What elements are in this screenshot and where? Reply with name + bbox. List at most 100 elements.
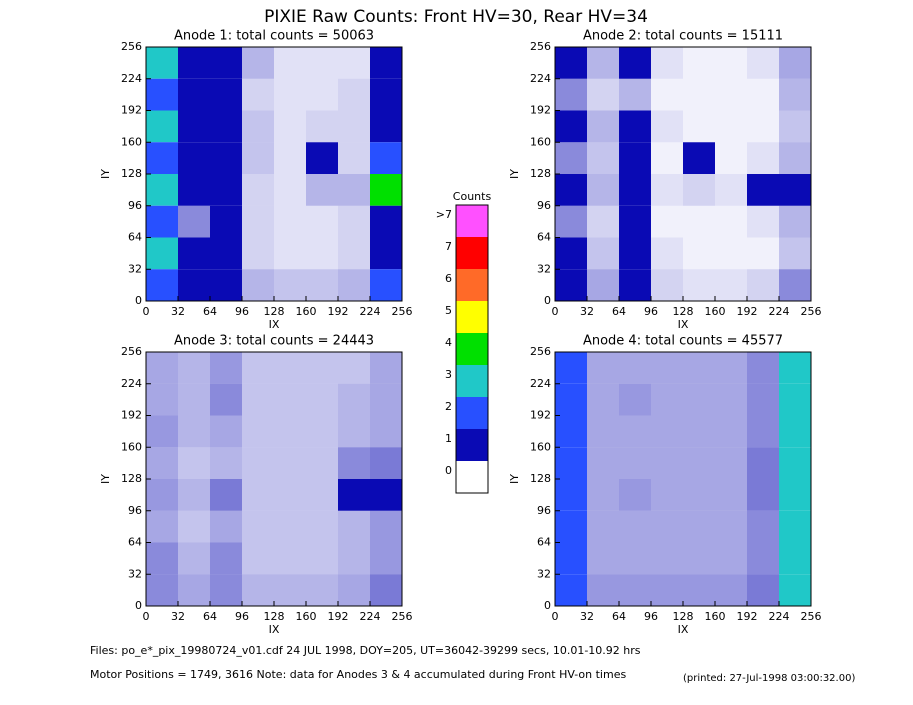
heatmap-cell bbox=[715, 237, 747, 270]
colorbar-swatch bbox=[456, 301, 488, 333]
heatmap-cell bbox=[210, 47, 242, 79]
heatmap-cell bbox=[242, 205, 274, 238]
heatmap-cell bbox=[779, 47, 811, 79]
heatmap-cell bbox=[306, 205, 338, 238]
heatmap-cell bbox=[779, 479, 811, 511]
y-tick-label: 160 bbox=[530, 135, 551, 148]
heatmap-cell bbox=[338, 447, 370, 479]
colorbar-label: 2 bbox=[445, 400, 452, 413]
heatmap-cell bbox=[178, 510, 210, 543]
y-tick-label: 96 bbox=[537, 504, 551, 517]
y-tick-label: 96 bbox=[128, 504, 142, 517]
colorbar-swatch bbox=[456, 333, 488, 365]
heatmap-cell bbox=[274, 142, 306, 174]
colorbar-label: 1 bbox=[445, 432, 452, 445]
x-tick-label: 256 bbox=[392, 610, 413, 623]
heatmap-cell bbox=[555, 269, 587, 301]
heatmap-cell bbox=[370, 574, 402, 606]
heatmap-cell bbox=[779, 110, 811, 143]
heatmap-cell bbox=[370, 447, 402, 479]
heatmap-cell bbox=[683, 542, 715, 575]
heatmap-cell bbox=[146, 447, 178, 479]
heatmap-cell bbox=[555, 447, 587, 479]
x-tick-label: 256 bbox=[392, 305, 413, 318]
x-tick-label: 128 bbox=[673, 305, 694, 318]
x-tick-label: 192 bbox=[328, 305, 349, 318]
heatmap-cell bbox=[747, 415, 779, 448]
heatmap-cell bbox=[370, 510, 402, 543]
heatmap-cell bbox=[747, 447, 779, 479]
heatmap-cell bbox=[587, 383, 619, 416]
heatmap-cell bbox=[779, 447, 811, 479]
y-tick-label: 64 bbox=[128, 231, 142, 244]
heatmap-cell bbox=[338, 383, 370, 416]
heatmap-cell bbox=[555, 237, 587, 270]
y-tick-label: 128 bbox=[530, 167, 551, 180]
y-tick-label: 0 bbox=[135, 294, 142, 307]
heatmap-cell bbox=[306, 352, 338, 384]
heatmap-cell bbox=[779, 352, 811, 384]
heatmap-cell bbox=[178, 542, 210, 575]
heatmap-cell bbox=[779, 174, 811, 206]
heatmap-cell bbox=[715, 510, 747, 543]
footer-motor: Motor Positions = 1749, 3616 Note: data … bbox=[90, 668, 626, 681]
heatmap-cell bbox=[242, 383, 274, 416]
heatmap-cell bbox=[747, 269, 779, 301]
heatmap-cell bbox=[306, 110, 338, 143]
x-tick-label: 192 bbox=[737, 610, 758, 623]
x-tick-label: 224 bbox=[769, 610, 790, 623]
x-tick-label: 32 bbox=[580, 305, 594, 318]
y-tick-label: 96 bbox=[537, 199, 551, 212]
heatmap-cell bbox=[619, 510, 651, 543]
heatmap-cell bbox=[178, 479, 210, 511]
heatmap-cell bbox=[555, 510, 587, 543]
heatmap-cell bbox=[779, 142, 811, 174]
heatmap-cell bbox=[242, 479, 274, 511]
heatmap-cell bbox=[370, 205, 402, 238]
heatmap-cell bbox=[338, 479, 370, 511]
heatmap-cell bbox=[146, 510, 178, 543]
heatmap-cell bbox=[747, 205, 779, 238]
x-tick-label: 128 bbox=[264, 610, 285, 623]
heatmap-cell bbox=[651, 574, 683, 606]
x-axis-label: IX bbox=[678, 623, 689, 636]
heatmap-cell bbox=[274, 352, 306, 384]
heatmap-cell bbox=[242, 269, 274, 301]
x-tick-label: 160 bbox=[705, 305, 726, 318]
y-tick-label: 64 bbox=[128, 536, 142, 549]
heatmap-cell bbox=[178, 447, 210, 479]
heatmap-cell bbox=[747, 142, 779, 174]
x-tick-label: 64 bbox=[612, 610, 626, 623]
heatmap-cell bbox=[338, 510, 370, 543]
x-tick-label: 96 bbox=[644, 305, 658, 318]
heatmap-cell bbox=[747, 510, 779, 543]
heatmap-cell bbox=[306, 78, 338, 111]
heatmap-cell bbox=[242, 142, 274, 174]
heatmap-cell bbox=[146, 383, 178, 416]
heatmap-cell bbox=[651, 237, 683, 270]
heatmap-cell bbox=[683, 415, 715, 448]
panel-title: Anode 3: total counts = 24443 bbox=[174, 334, 374, 349]
y-tick-label: 96 bbox=[128, 199, 142, 212]
heatmap-cell bbox=[242, 574, 274, 606]
heatmap-cell bbox=[242, 78, 274, 111]
colorbar-frame bbox=[455, 204, 489, 494]
x-tick-label: 64 bbox=[203, 610, 217, 623]
heatmap-cell bbox=[619, 479, 651, 511]
heatmap-cell bbox=[587, 110, 619, 143]
x-tick-label: 128 bbox=[264, 305, 285, 318]
heatmap-cell bbox=[747, 237, 779, 270]
heatmap-cell bbox=[370, 352, 402, 384]
colorbar-swatch bbox=[456, 429, 488, 461]
heatmap-cell bbox=[747, 542, 779, 575]
panel-title: Anode 2: total counts = 15111 bbox=[583, 29, 783, 44]
heatmap-cell bbox=[779, 237, 811, 270]
heatmap-cell bbox=[747, 383, 779, 416]
heatmap-cell bbox=[683, 237, 715, 270]
heatmap-cell bbox=[587, 142, 619, 174]
y-tick-label: 192 bbox=[530, 409, 551, 422]
footer-printed: (printed: 27-Jul-1998 03:00:32.00) bbox=[683, 673, 855, 684]
heatmap-cell bbox=[619, 78, 651, 111]
colorbar-swatch bbox=[456, 461, 488, 493]
x-tick-label: 0 bbox=[143, 610, 150, 623]
